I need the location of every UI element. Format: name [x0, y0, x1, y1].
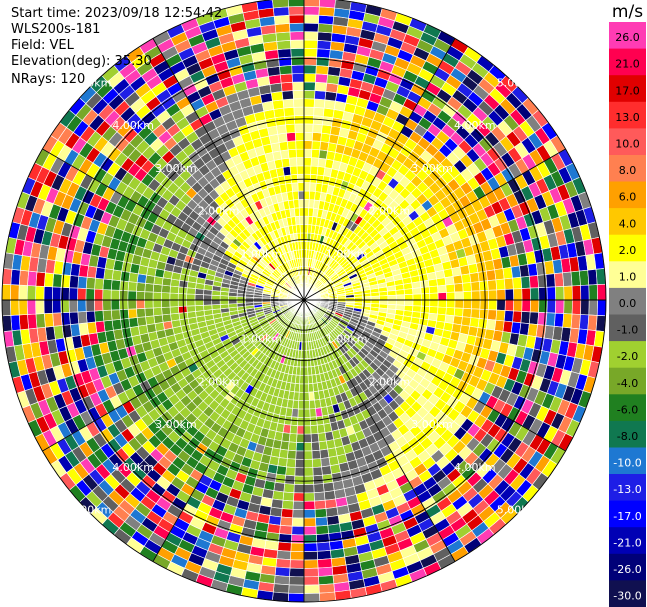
- colorbar-tick-label: 0.0: [619, 297, 637, 310]
- velocity-gate: [319, 0, 336, 9]
- velocity-gates: [1, 0, 607, 603]
- colorbar-tick-label: -2.0: [617, 350, 638, 363]
- colorbar-tick-label: 21.0: [615, 58, 640, 71]
- colorbar-tick-label: 10.0: [615, 138, 640, 151]
- colorbar-tick-label: -17.0: [613, 510, 641, 523]
- colorbar-tick-label: 17.0: [615, 84, 640, 97]
- colorbar-tick-label: -4.0: [617, 377, 638, 390]
- colorbar-tick-label: 2.0: [619, 244, 637, 257]
- colorbar-tick-label: -26.0: [613, 563, 641, 576]
- colorbar-tick-label: 26.0: [615, 31, 640, 44]
- colorbar-tick-label: 6.0: [619, 191, 637, 204]
- colorbar-tick-label: 4.0: [619, 217, 637, 230]
- colorbar-tick-label: -30.0: [613, 590, 641, 603]
- colorbar-tick-label: -6.0: [617, 403, 638, 416]
- colorbar-unit-label: m/s: [612, 2, 643, 22]
- colorbar-tick-label: 13.0: [615, 111, 640, 124]
- velocity-gate: [303, 0, 321, 8]
- colorbar-tick-label: 8.0: [619, 164, 637, 177]
- colorbar-tick-label: -13.0: [613, 483, 641, 496]
- colorbar-tick-label: -8.0: [617, 430, 638, 443]
- colorbar-tick-label: -21.0: [613, 536, 641, 549]
- colorbar-tick-label: -10.0: [613, 457, 641, 470]
- colorbar-tick-label: 1.0: [619, 271, 637, 284]
- colorbar-tick-label: -1.0: [617, 324, 638, 337]
